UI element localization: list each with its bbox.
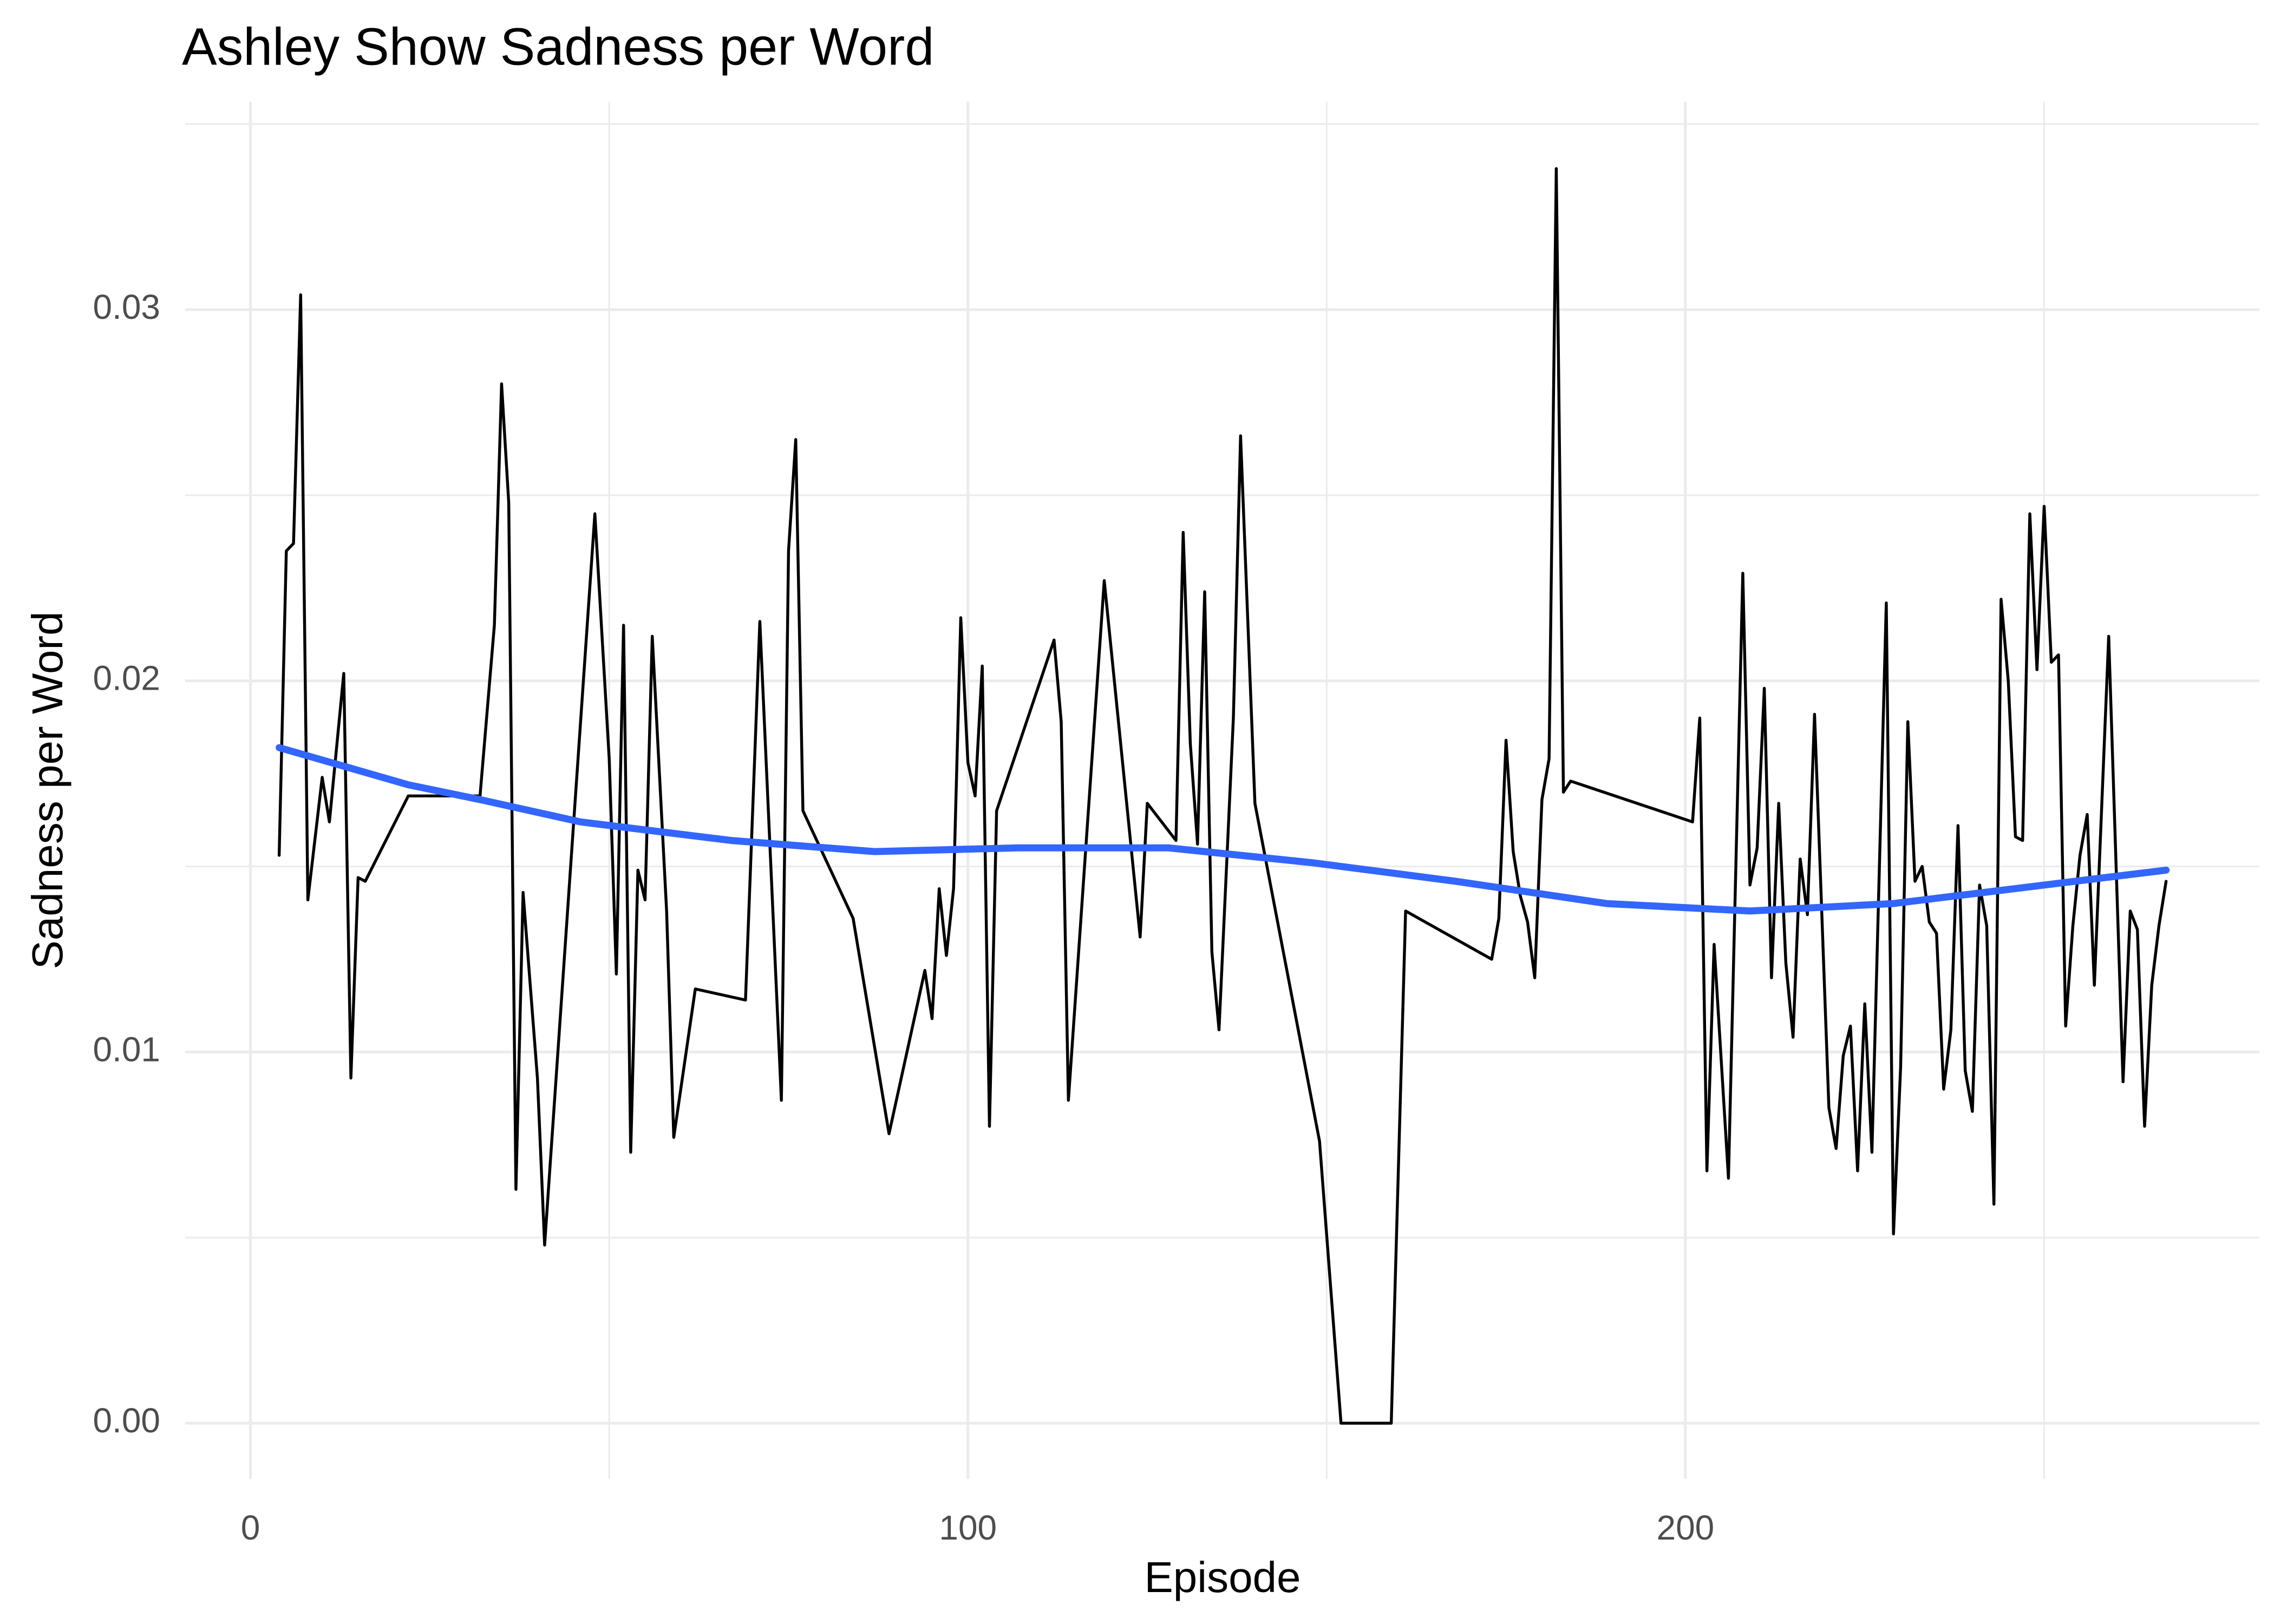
y-tick-label: 0.03 [93,287,160,326]
y-tick-label: 0.02 [93,659,160,698]
data-line [277,167,2168,1425]
x-tick-label: 100 [939,1508,997,1547]
y-tick-label: 0.01 [93,1030,160,1069]
y-tick-label: 0.00 [93,1401,160,1440]
x-tick-label: 0 [241,1508,260,1547]
chart-title: Ashley Show Sadness per Word [182,17,934,76]
x-axis-label: Episode [1144,1553,1301,1601]
smooth-line [276,744,2170,915]
y-axis-label: Sadness per Word [23,611,71,969]
x-tick-label: 200 [1656,1508,1714,1547]
